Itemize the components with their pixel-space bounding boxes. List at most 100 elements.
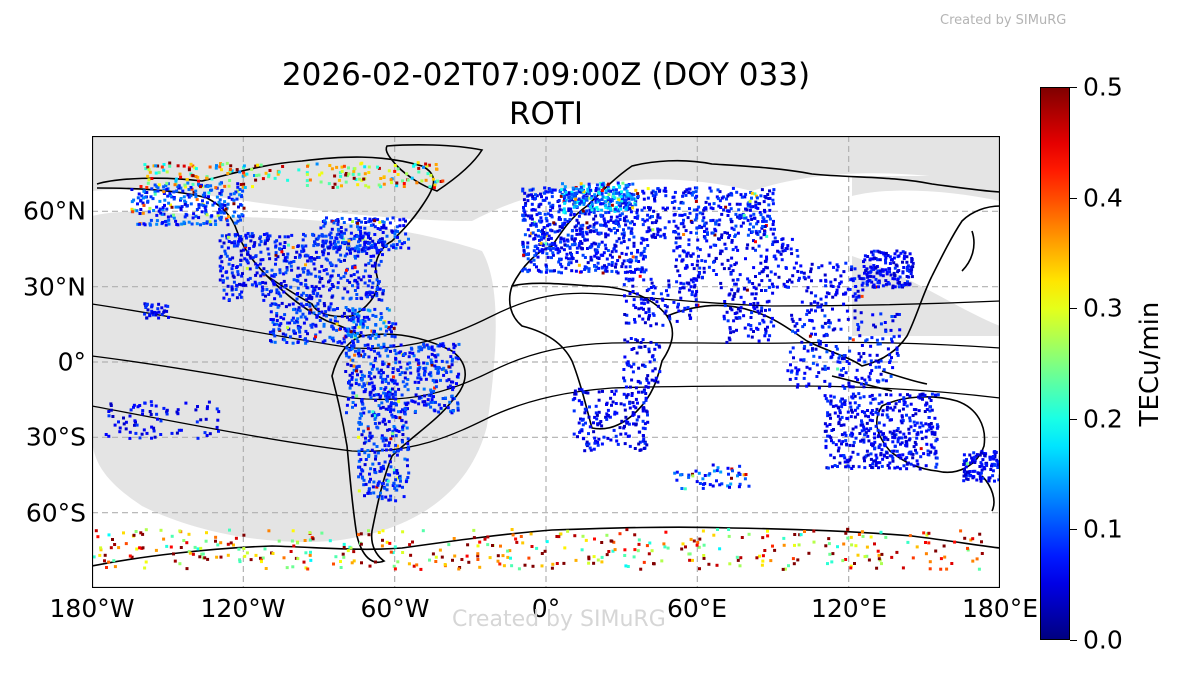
roti-point (752, 302, 756, 305)
roti-point (906, 269, 910, 273)
roti-point (398, 476, 402, 480)
roti-point (360, 320, 364, 324)
roti-point (318, 270, 322, 274)
roti-point (913, 440, 917, 444)
roti-point (352, 320, 356, 324)
roti-point (387, 498, 391, 502)
roti-point (335, 165, 339, 169)
roti-point (570, 198, 573, 202)
roti-point (696, 246, 700, 250)
roti-point (373, 261, 377, 265)
roti-point (765, 255, 768, 259)
roti-point (901, 285, 904, 289)
roti-point (370, 414, 374, 418)
roti-point (752, 330, 755, 333)
roti-point (863, 360, 867, 364)
roti-point (772, 219, 775, 223)
roti-point (810, 348, 814, 352)
roti-point (128, 436, 132, 440)
roti-point (908, 419, 912, 423)
roti-point (962, 470, 966, 474)
roti-point (423, 394, 427, 398)
roti-point (771, 198, 775, 202)
roti-point (360, 220, 363, 224)
roti-point (544, 190, 548, 194)
roti-point (579, 190, 583, 194)
roti-point (422, 367, 426, 370)
roti-point (315, 294, 319, 298)
roti-point (863, 411, 867, 415)
roti-point (543, 198, 547, 202)
roti-point (874, 453, 878, 457)
roti-point (872, 275, 876, 279)
roti-point (836, 265, 840, 269)
roti-point (370, 285, 374, 289)
roti-point (287, 243, 290, 247)
roti-point (384, 244, 388, 248)
roti-point (681, 286, 685, 290)
roti-point (605, 412, 609, 416)
roti-point (619, 402, 623, 406)
roti-point (363, 383, 366, 387)
roti-point (867, 439, 871, 443)
roti-point (864, 381, 868, 385)
roti-point (164, 304, 168, 308)
roti-point (770, 316, 774, 320)
roti-point (246, 250, 250, 254)
roti-point (772, 324, 776, 328)
roti-point (142, 196, 145, 200)
roti-point (571, 229, 575, 232)
roti-point (437, 403, 441, 407)
roti-point (402, 217, 406, 221)
roti-point (695, 226, 699, 230)
roti-point (162, 190, 166, 194)
roti-point (614, 389, 618, 393)
roti-point (726, 258, 730, 262)
roti-point (452, 350, 456, 354)
roti-point (227, 184, 231, 188)
roti-point (840, 442, 843, 446)
roti-point (589, 188, 592, 192)
roti-point (772, 255, 776, 259)
roti-point (573, 396, 577, 400)
roti-point (179, 428, 183, 432)
roti-point (596, 261, 600, 265)
roti-point (244, 283, 248, 287)
roti-point (613, 192, 617, 196)
roti-point (587, 432, 590, 436)
roti-point (607, 550, 611, 553)
roti-point (696, 238, 700, 242)
roti-point (320, 171, 324, 175)
roti-point (589, 245, 593, 249)
roti-point (376, 285, 380, 289)
roti-point (286, 235, 290, 239)
roti-point (219, 254, 223, 258)
roti-point (558, 257, 561, 261)
roti-point (896, 427, 900, 430)
roti-point (229, 164, 233, 168)
roti-point (823, 367, 827, 371)
roti-point (329, 318, 333, 322)
roti-point (744, 216, 748, 220)
roti-point (895, 312, 899, 316)
roti-point (651, 194, 655, 198)
roti-point (284, 305, 288, 309)
roti-point (649, 324, 653, 328)
roti-point (630, 392, 634, 395)
roti-point (259, 258, 263, 262)
roti-point (604, 196, 608, 200)
roti-point (402, 495, 406, 499)
roti-point (867, 375, 871, 379)
roti-point (314, 274, 318, 278)
roti-point (393, 393, 397, 397)
roti-point (449, 370, 453, 374)
roti-point (579, 200, 583, 204)
roti-point (361, 476, 365, 480)
roti-point (774, 257, 778, 261)
roti-point (860, 419, 863, 423)
roti-point (371, 388, 375, 392)
roti-point (832, 428, 835, 431)
roti-point (611, 400, 615, 404)
roti-point (633, 318, 636, 321)
roti-point (879, 322, 883, 326)
